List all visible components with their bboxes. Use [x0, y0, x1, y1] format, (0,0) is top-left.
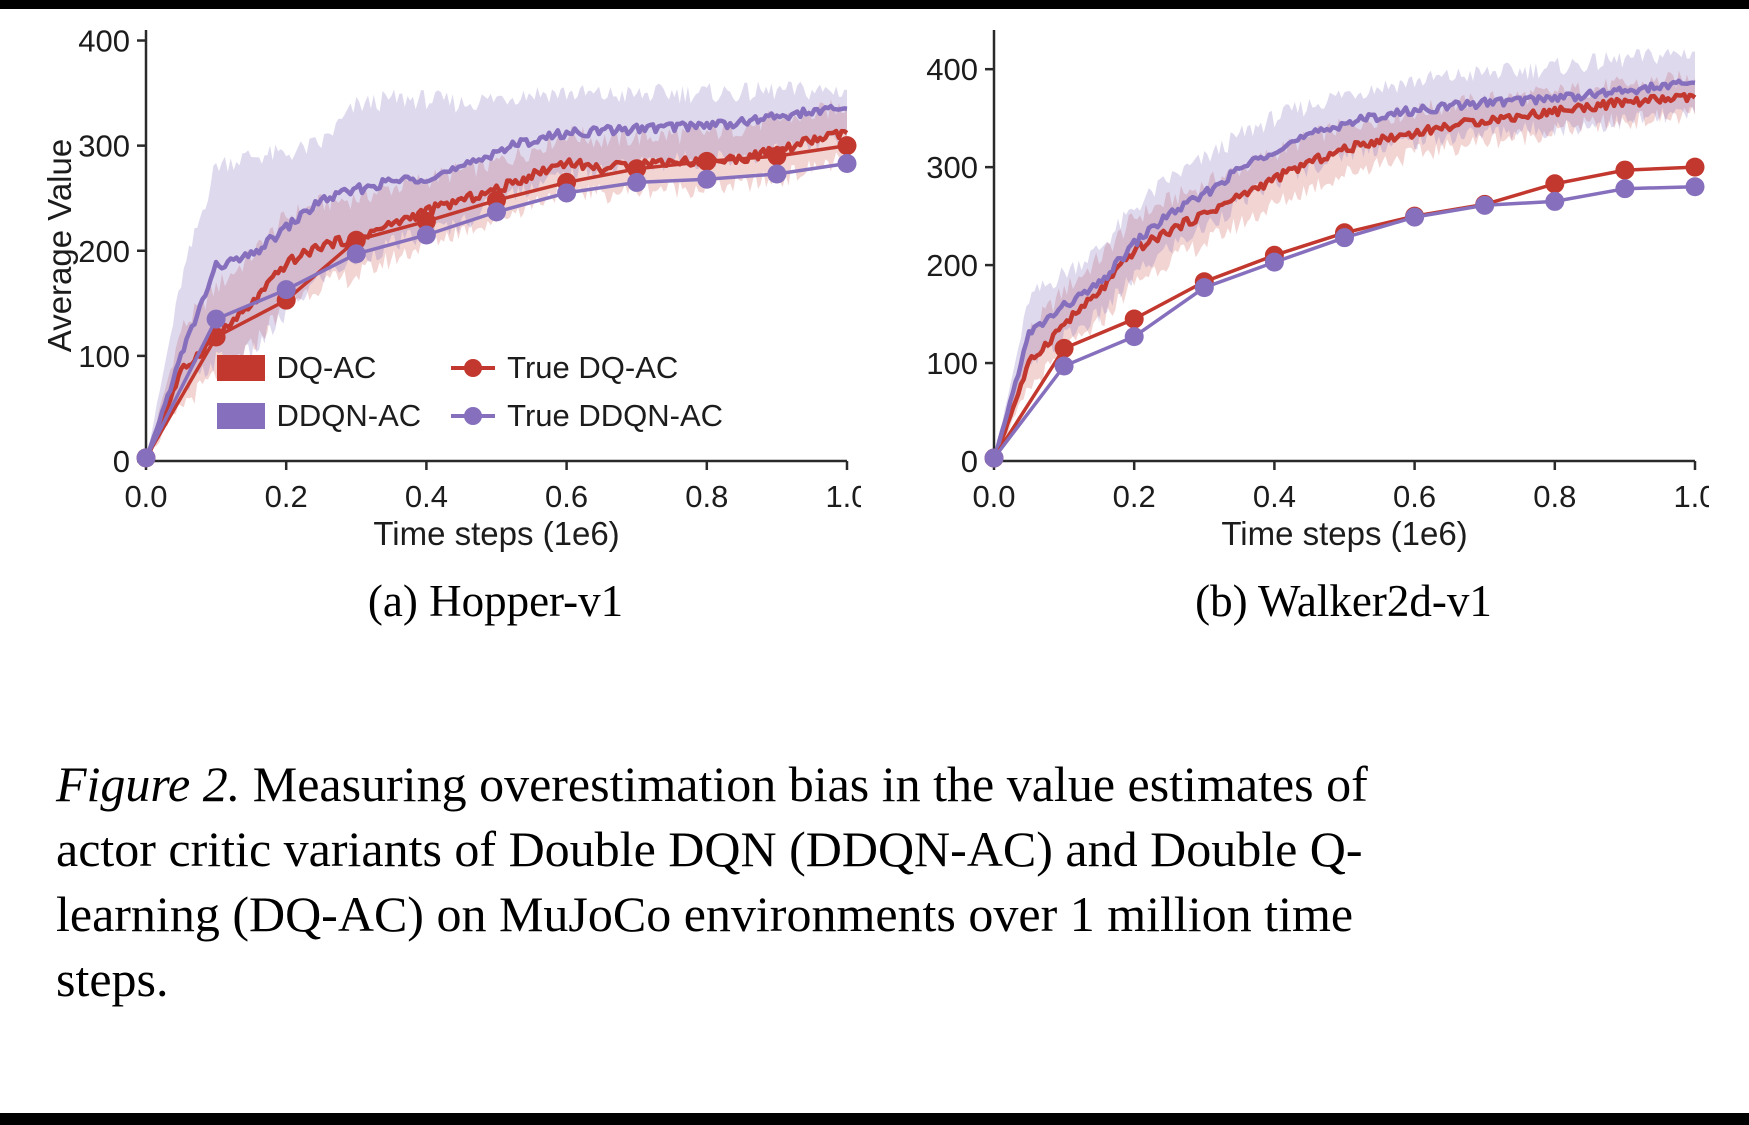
True DDQN-AC-marker	[1685, 177, 1704, 197]
legend-item-ddqn-ac: DDQN-AC	[216, 398, 422, 434]
y-tick-label: 400	[926, 52, 978, 87]
y-tick-label: 100	[78, 339, 130, 374]
x-tick-label: 0.8	[1533, 479, 1576, 514]
DDQN-AC-band	[145, 81, 847, 461]
DDQN-AC-line	[991, 78, 1695, 462]
True DDQN-AC-marker	[696, 169, 716, 189]
True DQ-AC-marker	[1685, 157, 1704, 177]
True DQ-AC-marker	[416, 211, 436, 231]
y-tick-label: 200	[78, 234, 130, 269]
subcaption-hopper: (a) Hopper-v1	[367, 576, 624, 626]
legend-item-true-ddqn-ac: True DDQN-AC	[451, 398, 723, 434]
True DQ-AC-marker	[837, 136, 856, 156]
y-tick-label: 0	[112, 444, 129, 479]
axes: 0.0 0.2 0.4 0.6 0.8 1.0 0 100 200 300 400	[926, 30, 1709, 514]
figure-row: 0.0 0.2 0.4 0.6 0.8 1.0 0 100 200 300 400 Time step…	[0, 14, 1749, 627]
True DDQN-AC-marker	[1474, 195, 1494, 215]
True DQ-AC-marker	[696, 151, 716, 171]
True DDQN-AC-marker	[837, 154, 856, 174]
True DDQN-AC-marker	[206, 309, 226, 329]
legend-label-true-ddqn-ac: True DDQN-AC	[507, 398, 724, 433]
legend-item-dq-ac: DQ-AC	[216, 350, 422, 386]
legend: DQ-AC True DQ-AC DDQN-AC	[216, 350, 723, 434]
True DDQN-AC-marker	[136, 448, 155, 468]
y-tick-label: 0	[960, 444, 977, 479]
y-tick-label: 100	[926, 346, 978, 381]
caption-line-4: steps.	[56, 951, 169, 1007]
x-tick-label: 1.0	[825, 479, 861, 514]
figure-label: Figure 2.	[56, 756, 241, 812]
x-tick-label: 0.2	[264, 479, 307, 514]
True DQ-AC-marker	[766, 146, 786, 166]
x-tick-label: 0.8	[685, 479, 728, 514]
x-axis-label: Time steps (1e6)	[373, 515, 619, 552]
True DDQN-AC-marker	[1264, 252, 1284, 272]
y-axis-label: Average Value	[41, 139, 78, 352]
True DDQN-AC-marker	[1194, 278, 1214, 298]
DQ-AC-line	[143, 128, 848, 462]
y-tick-label: 300	[926, 150, 978, 185]
True DQ-AC-marker	[346, 230, 366, 250]
True DQ-AC-marker	[1124, 309, 1144, 329]
true-dq-ac-marker-icon	[451, 355, 496, 381]
True DDQN-AC-marker	[556, 183, 576, 203]
True DDQN-AC-marker	[276, 280, 296, 300]
x-axis-label: Time steps (1e6)	[1221, 515, 1467, 552]
ddqn-ac-swatch-icon	[216, 403, 265, 429]
x-tick-label: 0.4	[1252, 479, 1295, 514]
True DDQN-AC-marker	[1334, 228, 1354, 248]
x-tick-label: 0.6	[545, 479, 588, 514]
DDQN-AC-line	[143, 103, 847, 462]
panel-hopper: 0.0 0.2 0.4 0.6 0.8 1.0 0 100 200 300 400 Time step…	[41, 14, 861, 627]
True DDQN-AC-marker	[626, 172, 646, 192]
subcaption-walker: (b) Walker2d-v1	[1195, 576, 1492, 626]
walker-chart: 0.0 0.2 0.4 0.6 0.8 1.0 0 100 200 300 400 Time step…	[926, 30, 1709, 552]
True DDQN-AC-marker	[766, 164, 786, 184]
legend-label-true-dq-ac: True DQ-AC	[507, 350, 679, 385]
True DQ-AC-marker	[1614, 160, 1634, 180]
y-tick-label: 300	[78, 129, 130, 164]
True DDQN-AC-marker	[1404, 207, 1424, 227]
axes: 0.0 0.2 0.4 0.6 0.8 1.0 0 100 200 300 400	[78, 24, 861, 514]
caption-line-3: learning (DQ-AC) on MuJoCo environments …	[56, 886, 1354, 942]
caption-line-1: Figure 2. Measuring overestimation bias …	[56, 752, 1719, 817]
x-tick-label: 0.4	[404, 479, 447, 514]
True DDQN-AC-marker	[1054, 356, 1074, 376]
True DDQN-AC-marker	[346, 244, 366, 264]
True DDQN-AC-marker	[1544, 191, 1564, 211]
x-tick-label: 0.2	[1112, 479, 1155, 514]
caption-line-2: actor critic variants of Double DQN (DDQ…	[56, 821, 1363, 877]
True DDQN-AC-marker	[416, 225, 436, 245]
True DQ-AC-marker	[626, 159, 646, 179]
panel-walker: 0.0 0.2 0.4 0.6 0.8 1.0 0 100 200 300 400 Time step…	[889, 14, 1709, 627]
bottom-border	[0, 1113, 1749, 1125]
x-tick-label: 0.0	[972, 479, 1015, 514]
y-tick-label: 400	[78, 24, 130, 59]
x-tick-label: 0.0	[124, 479, 167, 514]
True DQ-AC-marker	[1544, 174, 1564, 194]
True DDQN-AC-marker	[1614, 179, 1634, 199]
top-border	[0, 0, 1749, 9]
figure-caption: Figure 2. Measuring overestimation bias …	[56, 752, 1719, 1012]
x-tick-label: 1.0	[1673, 479, 1709, 514]
True DDQN-AC-marker	[486, 202, 506, 222]
legend-label-ddqn-ac: DDQN-AC	[276, 398, 422, 433]
legend-item-true-dq-ac: True DQ-AC	[451, 350, 723, 386]
True DDQN-AC-marker	[1124, 327, 1144, 347]
true-ddqn-ac-marker-icon	[451, 403, 496, 429]
True DDQN-AC-marker	[984, 448, 1003, 468]
y-tick-label: 200	[926, 248, 978, 283]
legend-label-dq-ac: DQ-AC	[276, 350, 377, 385]
dq-ac-swatch-icon	[216, 355, 265, 381]
caption-line-1-text: Measuring overestimation bias in the val…	[252, 756, 1368, 812]
hopper-chart: 0.0 0.2 0.4 0.6 0.8 1.0 0 100 200 300 400 Time step…	[41, 24, 861, 552]
True DQ-AC-marker	[1054, 338, 1074, 358]
x-tick-label: 0.6	[1393, 479, 1436, 514]
